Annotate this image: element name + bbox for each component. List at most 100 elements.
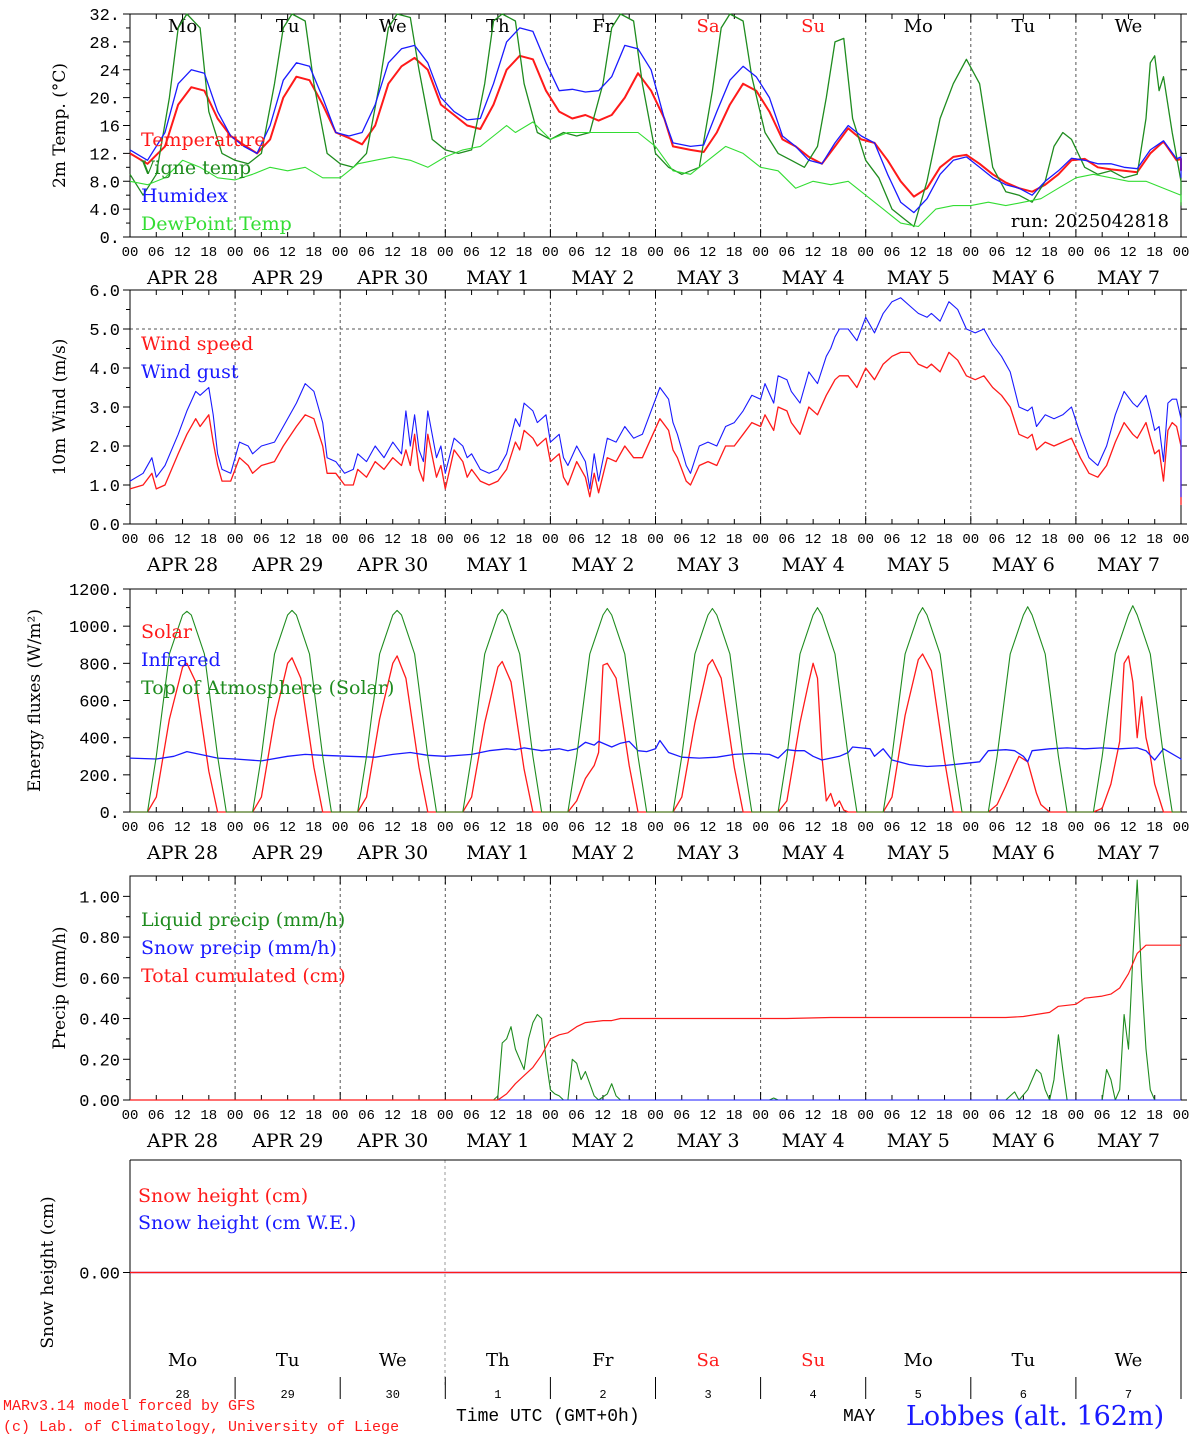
- hour-tick-label: 12: [1120, 245, 1137, 261]
- day-number-label: 28: [175, 1388, 189, 1402]
- hour-tick-label: 18: [516, 1108, 533, 1124]
- y-tick-label: 20.: [89, 91, 120, 110]
- date-label: APR 30: [356, 1130, 428, 1152]
- weekday-label: Fr: [592, 16, 613, 37]
- hour-tick-label: 00: [962, 1108, 979, 1124]
- hour-tick-label: 12: [595, 1108, 612, 1124]
- y-tick-label: 800.: [79, 656, 120, 675]
- hour-tick-label: 12: [1015, 1108, 1032, 1124]
- hour-tick-label: 18: [621, 1108, 638, 1124]
- y-tick-label: 24: [100, 63, 120, 82]
- day-number-label: 1: [494, 1388, 501, 1402]
- hour-tick-label: 06: [253, 532, 270, 548]
- hour-tick-label: 12: [279, 532, 296, 548]
- hour-tick-label: 06: [884, 820, 901, 836]
- hour-tick-label: 18: [200, 1108, 217, 1124]
- legend-entry: Snow height (cm): [138, 1185, 308, 1207]
- hour-tick-label: 12: [279, 820, 296, 836]
- date-label: MAY 3: [677, 267, 740, 289]
- y-axis-label: Precip (mm/h): [50, 926, 70, 1049]
- legend-entry: Infrared: [141, 649, 221, 671]
- legend-entry: Liquid precip (mm/h): [141, 909, 345, 931]
- month-label: MAY: [843, 1407, 876, 1427]
- date-label: MAY 6: [992, 842, 1055, 864]
- hour-tick-label: 12: [489, 1108, 506, 1124]
- hour-tick-label: 06: [253, 820, 270, 836]
- hour-tick-label: 12: [700, 532, 717, 548]
- hour-tick-label: 06: [673, 1108, 690, 1124]
- date-label: APR 30: [356, 554, 428, 576]
- hour-tick-label: 12: [595, 245, 612, 261]
- hour-tick-label: 18: [306, 1108, 323, 1124]
- weekday-label: Mo: [168, 1350, 197, 1371]
- y-axis-label: 2m Temp. (°C): [50, 63, 70, 188]
- hour-tick-label: 06: [358, 532, 375, 548]
- hour-tick-label: 00: [227, 532, 244, 548]
- hour-tick-label: 00: [437, 532, 454, 548]
- panel-frame: [129, 13, 1182, 238]
- hour-tick-label: 18: [621, 245, 638, 261]
- hour-tick-label: 12: [384, 532, 401, 548]
- hour-tick-label: 00: [647, 245, 664, 261]
- hour-tick-label: 06: [778, 532, 795, 548]
- hour-tick-label: 06: [884, 245, 901, 261]
- hour-tick-label: 12: [700, 1108, 717, 1124]
- hour-tick-label: 18: [1041, 820, 1058, 836]
- panel-frame: [129, 588, 1182, 813]
- hour-tick-label: 18: [1041, 532, 1058, 548]
- weekday-label: Mo: [168, 16, 197, 37]
- date-label: MAY 6: [992, 1130, 1055, 1152]
- x-axis-label: Time UTC (GMT+0h): [456, 1407, 640, 1427]
- y-tick-label: 0.40: [79, 1012, 120, 1031]
- date-label: MAY 7: [1097, 554, 1160, 576]
- y-tick-label: 0.20: [79, 1052, 120, 1071]
- hour-tick-label: 06: [568, 1108, 585, 1124]
- date-label: MAY 3: [677, 554, 740, 576]
- hour-tick-label: 00: [752, 1108, 769, 1124]
- hour-tick-label: 06: [148, 532, 165, 548]
- hour-tick-label: 06: [463, 245, 480, 261]
- series-line: [129, 351, 1182, 506]
- hour-tick-label: 18: [621, 532, 638, 548]
- date-label: APR 28: [146, 554, 218, 576]
- y-tick-label: 0.: [100, 805, 120, 824]
- hour-tick-label: 00: [437, 1108, 454, 1124]
- date-label: APR 30: [356, 267, 428, 289]
- date-label: MAY 5: [887, 267, 950, 289]
- hour-tick-label: 18: [936, 820, 953, 836]
- hour-tick-label: 12: [910, 245, 927, 261]
- hour-tick-label: 00: [1067, 532, 1084, 548]
- hour-tick-label: 18: [516, 532, 533, 548]
- hour-tick-label: 00: [752, 532, 769, 548]
- hour-tick-label: 18: [516, 245, 533, 261]
- hour-tick-label: 06: [673, 245, 690, 261]
- hour-tick-label: 18: [411, 1108, 428, 1124]
- y-axis-label: 10m Wind (m/s): [50, 339, 70, 476]
- hour-tick-label: 12: [384, 245, 401, 261]
- hour-tick-label: 12: [489, 532, 506, 548]
- hour-tick-label: 00: [542, 820, 559, 836]
- hour-tick-label: 00: [647, 532, 664, 548]
- hour-tick-label: 00: [962, 820, 979, 836]
- hour-tick-label: 00: [1173, 1108, 1190, 1124]
- hour-tick-label: 18: [1146, 1108, 1163, 1124]
- hour-tick-label: 18: [411, 820, 428, 836]
- legend-entry: Snow height (cm W.E.): [138, 1212, 356, 1234]
- date-label: MAY 4: [782, 1130, 845, 1152]
- hour-tick-label: 18: [831, 1108, 848, 1124]
- hour-tick-label: 06: [1094, 245, 1111, 261]
- legend-entry: Snow precip (mm/h): [141, 937, 337, 959]
- hour-tick-label: 06: [673, 820, 690, 836]
- hour-tick-label: 00: [1173, 820, 1190, 836]
- hour-tick-label: 18: [726, 820, 743, 836]
- day-number-label: 6: [1020, 1388, 1027, 1402]
- hour-tick-label: 12: [805, 532, 822, 548]
- date-label: MAY 2: [571, 1130, 634, 1152]
- hour-tick-label: 06: [1094, 1108, 1111, 1124]
- hour-tick-label: 00: [122, 820, 139, 836]
- day-number-label: 29: [280, 1388, 294, 1402]
- y-tick-label: 0.: [100, 230, 120, 249]
- y-tick-label: 600.: [79, 694, 120, 713]
- hour-tick-label: 06: [568, 245, 585, 261]
